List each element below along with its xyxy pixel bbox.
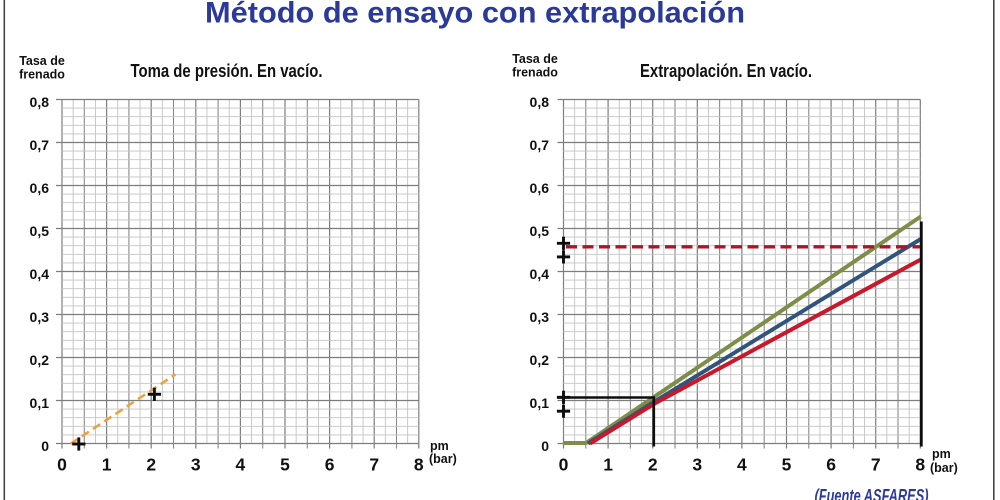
svg-text:0: 0 [41,438,49,454]
svg-text:8: 8 [414,455,424,475]
svg-text:7: 7 [369,455,379,475]
svg-text:0,1: 0,1 [530,395,550,411]
svg-text:4: 4 [737,455,747,475]
svg-text:3: 3 [692,455,702,475]
svg-text:pm: pm [430,439,449,453]
svg-text:2: 2 [648,455,658,475]
svg-text:6: 6 [325,455,335,475]
svg-text:0,5: 0,5 [30,223,50,239]
svg-text:0: 0 [541,438,549,454]
svg-text:1: 1 [603,455,613,475]
svg-text:3: 3 [191,455,201,475]
svg-text:Tasa de: Tasa de [512,52,558,66]
svg-text:4: 4 [236,455,246,475]
svg-text:0,1: 0,1 [30,395,50,411]
svg-text:5: 5 [782,455,792,475]
svg-text:0,8: 0,8 [530,94,550,110]
svg-text:0,7: 0,7 [530,137,550,153]
svg-text:(Fuente ASFARES): (Fuente ASFARES) [815,486,929,500]
svg-text:0,4: 0,4 [530,266,550,282]
svg-text:frenado: frenado [512,66,558,80]
svg-text:7: 7 [871,455,881,475]
svg-text:1: 1 [102,455,112,475]
svg-text:pm: pm [932,447,951,461]
svg-text:0,2: 0,2 [530,352,550,368]
svg-text:8: 8 [915,455,925,475]
svg-text:5: 5 [280,455,290,475]
svg-text:Extrapolación. En vacío.: Extrapolación. En vacío. [640,61,812,81]
svg-text:0,6: 0,6 [30,180,50,196]
svg-text:0,2: 0,2 [30,352,50,368]
svg-text:0: 0 [57,455,67,475]
svg-text:2: 2 [146,455,156,475]
svg-text:0,3: 0,3 [530,309,550,325]
svg-text:(bar): (bar) [429,452,457,466]
svg-text:(bar): (bar) [930,461,958,475]
svg-text:0,8: 0,8 [30,94,50,110]
svg-text:6: 6 [826,455,836,475]
svg-text:frenado: frenado [19,68,65,82]
svg-text:0: 0 [559,455,569,475]
svg-text:0,3: 0,3 [30,309,50,325]
svg-text:Toma de presión. En vacío.: Toma de presión. En vacío. [131,61,323,81]
svg-text:0,7: 0,7 [30,137,50,153]
svg-text:0,6: 0,6 [530,180,550,196]
svg-text:0,5: 0,5 [530,223,550,239]
svg-text:Tasa de: Tasa de [19,54,65,68]
svg-text:0,4: 0,4 [30,266,50,282]
svg-text:Método de ensayo con extrapola: Método de ensayo con extrapolación [205,0,745,30]
